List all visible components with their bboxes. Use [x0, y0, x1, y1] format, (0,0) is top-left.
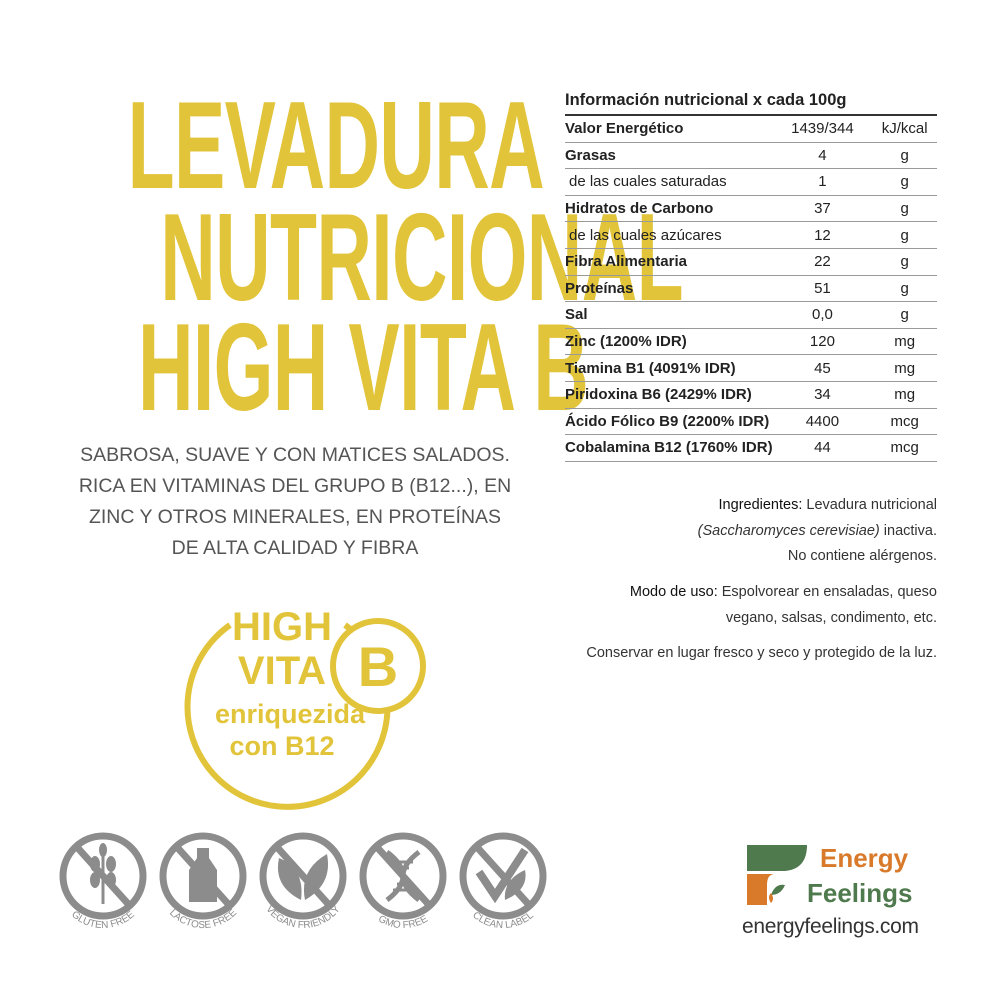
nutrient-value: 4400: [772, 408, 873, 436]
badge-con-b12: con B12: [229, 731, 334, 761]
description-line: RICA EN VITAMINAS DEL GRUPO B (B12...), …: [78, 475, 512, 497]
badge-vita: VITA: [238, 649, 326, 693]
dna-badge: GMO FREE: [359, 832, 447, 931]
nutrient-unit: g: [872, 275, 937, 303]
badge-label: GLUTEN FREE: [69, 909, 137, 931]
allergen-note: No contiene alérgenos.: [787, 548, 937, 564]
nutrient-unit: g: [872, 301, 937, 329]
badge-enriquezida: enriquezida: [215, 699, 366, 729]
title-line-1: LEVADURA: [127, 77, 545, 215]
wheat-badge: GLUTEN FREE: [59, 832, 147, 931]
nutrient-label: Fibra Alimentaria: [565, 248, 773, 276]
nutrient-value: 120: [772, 328, 873, 356]
nutrition-row: Grasas 4 g: [565, 142, 937, 170]
nutrient-unit: g: [872, 248, 937, 276]
nutrient-value: 34: [772, 381, 873, 409]
nutrient-unit: g: [872, 221, 937, 249]
nutrition-row: Valor Energético 1439/344 kJ/kcal: [565, 115, 937, 143]
nutrient-label: Zinc (1200% IDR): [565, 328, 773, 356]
nutrition-table: Información nutricional x cada 100g Valo…: [565, 86, 937, 462]
nutrient-value: 0,0: [772, 301, 873, 329]
nutrient-label: Sal: [565, 301, 773, 329]
ingredients-label: Ingredientes:: [718, 497, 803, 513]
ingredients: Ingredientes: Levadura nutricional (Sacc…: [698, 493, 937, 570]
nutrient-label: Grasas: [565, 142, 773, 170]
nutrient-label: Valor Energético: [565, 115, 773, 143]
brand-word-feelings: Feelings: [807, 878, 913, 908]
leaf-badge: VEGAN FRIENDLY: [259, 832, 347, 931]
nutrient-label: Cobalamina B12 (1760% IDR): [565, 434, 773, 462]
nutrition-row: Cobalamina B12 (1760% IDR) 44 mcg: [565, 434, 937, 462]
nutrient-value: 1439/344: [772, 115, 873, 143]
nutrient-label: de las cuales saturadas: [565, 168, 773, 196]
nutrition-row: Ácido Fólico B9 (2200% IDR) 4400 mcg: [565, 408, 937, 436]
description-line: ZINC Y OTROS MINERALES, EN PROTEÍNAS: [88, 506, 502, 528]
nutrient-unit: mg: [872, 354, 937, 382]
energy-feelings-logo: Energy Feelings energyfeelings.com: [742, 843, 945, 945]
nutrient-value: 12: [772, 221, 873, 249]
badge-high: HIGH: [232, 605, 332, 649]
ingredients-species: (Saccharomyces cerevisiae): [697, 522, 880, 539]
nutrient-unit: mcg: [872, 434, 937, 462]
product-description: SABROSA, SUAVE Y CON MATICES SALADOS. RI…: [40, 440, 550, 564]
ingredients-text: Levadura nutricional: [806, 497, 937, 513]
nutrient-label: de las cuales azúcares: [565, 221, 773, 249]
nutrient-label: Piridoxina B6 (2429% IDR): [565, 381, 773, 409]
usage: Modo de uso: Espolvorear en ensaladas, q…: [630, 580, 937, 631]
nutrient-unit: g: [872, 195, 937, 223]
nutrient-unit: g: [872, 142, 937, 170]
brand-url[interactable]: energyfeelings.com: [742, 915, 919, 938]
badge-b: B: [358, 635, 398, 698]
check-leaf-badge: CLEAN LABEL: [459, 832, 547, 931]
nutrition-row: Hidratos de Carbono 37 g: [565, 195, 937, 223]
nutrient-value: 22: [772, 248, 873, 276]
nutrient-label: Proteínas: [565, 275, 773, 303]
nutrition-row: Zinc (1200% IDR) 120 mg: [565, 328, 937, 356]
nutrition-row: Proteínas 51 g: [565, 275, 937, 303]
storage-note: Conservar en lugar fresco y seco y prote…: [586, 645, 937, 661]
brand-mark-icon: [747, 845, 807, 905]
nutrient-value: 1: [772, 168, 873, 196]
nutrient-value: 51: [772, 275, 873, 303]
nutrient-unit: kJ/kcal: [872, 115, 937, 143]
description-line: DE ALTA CALIDAD Y FIBRA: [171, 537, 419, 559]
nutrient-unit: mcg: [872, 408, 937, 436]
usage-text: Espolvorear en ensaladas, queso: [721, 584, 937, 600]
description-line: SABROSA, SUAVE Y CON MATICES SALADOS.: [80, 444, 510, 466]
bottle-badge: LACTOSE FREE: [159, 832, 247, 931]
nutrition-row: de las cuales saturadas 1 g: [565, 168, 937, 196]
nutrient-value: 45: [772, 354, 873, 382]
nutrient-unit: mg: [872, 381, 937, 409]
badge-label: GMO FREE: [376, 913, 430, 931]
b-circle: [330, 618, 426, 714]
nutrition-row: Sal 0,0 g: [565, 301, 937, 329]
usage-text: vegano, salsas, condimento, etc.: [725, 609, 937, 626]
nutrient-label: Hidratos de Carbono: [565, 195, 773, 223]
nutrient-value: 4: [772, 142, 873, 170]
nutrition-row: Fibra Alimentaria 22 g: [565, 248, 937, 276]
nutrition-row: Tiamina B1 (4091% IDR) 45 mg: [565, 354, 937, 382]
nutrient-value: 44: [772, 434, 873, 462]
nutrition-header: Información nutricional x cada 100g: [565, 86, 937, 116]
nutrient-unit: g: [872, 168, 937, 196]
usage-label: Modo de uso:: [629, 584, 718, 600]
nutrient-unit: mg: [872, 328, 937, 356]
brand-word-energy: Energy: [820, 843, 909, 873]
nutrient-value: 37: [772, 195, 873, 223]
ingredients-text: inactiva.: [883, 522, 937, 539]
nutrition-row: de las cuales azúcares 12 g: [565, 221, 937, 249]
nutrient-label: Tiamina B1 (4091% IDR): [565, 354, 773, 382]
nutrient-label: Ácido Fólico B9 (2200% IDR): [565, 408, 773, 436]
title-line-3: HIGH VITA B: [137, 299, 589, 437]
nutrition-row: Piridoxina B6 (2429% IDR) 34 mg: [565, 381, 937, 409]
